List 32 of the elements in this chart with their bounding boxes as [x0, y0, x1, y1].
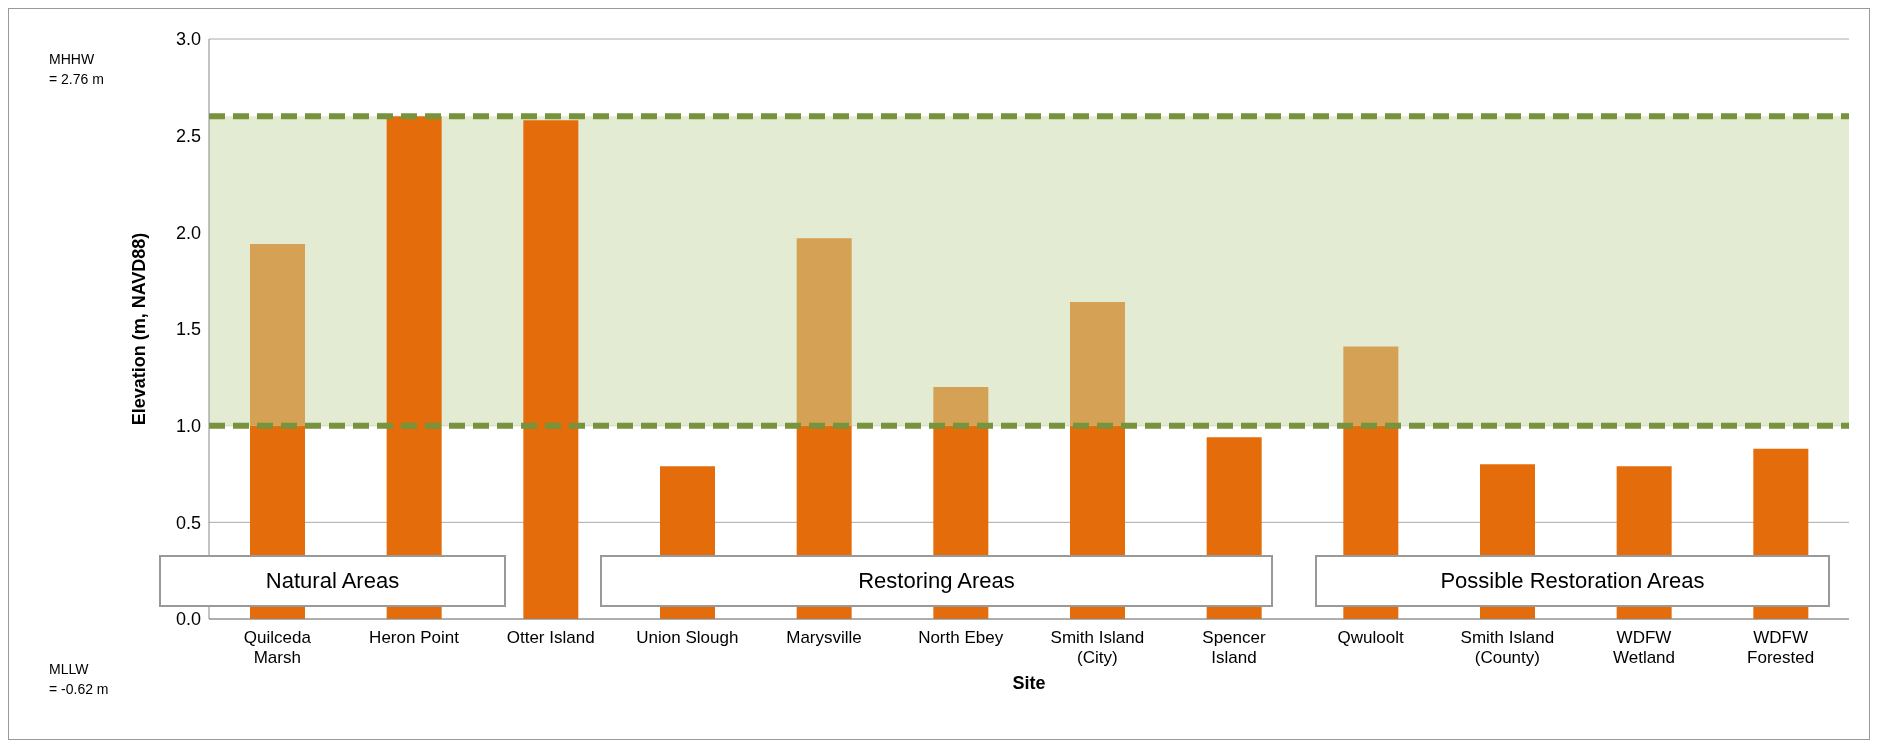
y-tick-label: 1.0 — [175, 416, 201, 437]
text: MHHW = 2.76 m — [49, 50, 105, 89]
bar — [933, 387, 989, 426]
x-tick-label: Qwuloolt — [1337, 628, 1405, 647]
x-tick-label: North Ebey — [918, 628, 1004, 647]
bar — [796, 238, 852, 426]
y-tick-label: 3.0 — [175, 29, 201, 50]
text-box: Possible Restoration Areas — [1315, 555, 1830, 607]
x-tick-label: Heron Point — [369, 628, 460, 647]
x-tick-label: Smith Island (County) — [1460, 628, 1555, 667]
y-tick-label: 0.5 — [175, 512, 201, 533]
bar — [523, 120, 579, 619]
y-tick-label: 2.0 — [175, 222, 201, 243]
x-tick-label: Otter Island — [506, 628, 595, 647]
x-tick-label: Union Slough — [636, 628, 739, 647]
x-tick-label: WDFW Wetland — [1612, 628, 1676, 667]
text-box: Natural Areas — [159, 555, 506, 607]
text: MLLW = -0.62 m — [49, 660, 110, 699]
x-tick-label: WDFW Forested — [1747, 628, 1815, 667]
x-tick-label: Quilceda Marsh — [243, 628, 312, 667]
bar — [1343, 346, 1399, 426]
x-tick-label: Smith Island (City) — [1050, 628, 1145, 667]
x-axis-title: Site — [1012, 673, 1046, 693]
x-tick-label: Spencer Island — [1202, 628, 1266, 667]
text-box: Restoring Areas — [600, 555, 1273, 607]
bar — [1070, 301, 1125, 426]
y-axis-title: Elevation (m, NAVD88) — [129, 232, 150, 426]
bar — [250, 243, 305, 426]
y-tick-label: 0.0 — [175, 609, 201, 630]
x-tick-label: Marysville — [786, 628, 862, 647]
y-tick-label: 2.5 — [175, 126, 201, 147]
y-tick-label: 1.5 — [175, 319, 201, 340]
